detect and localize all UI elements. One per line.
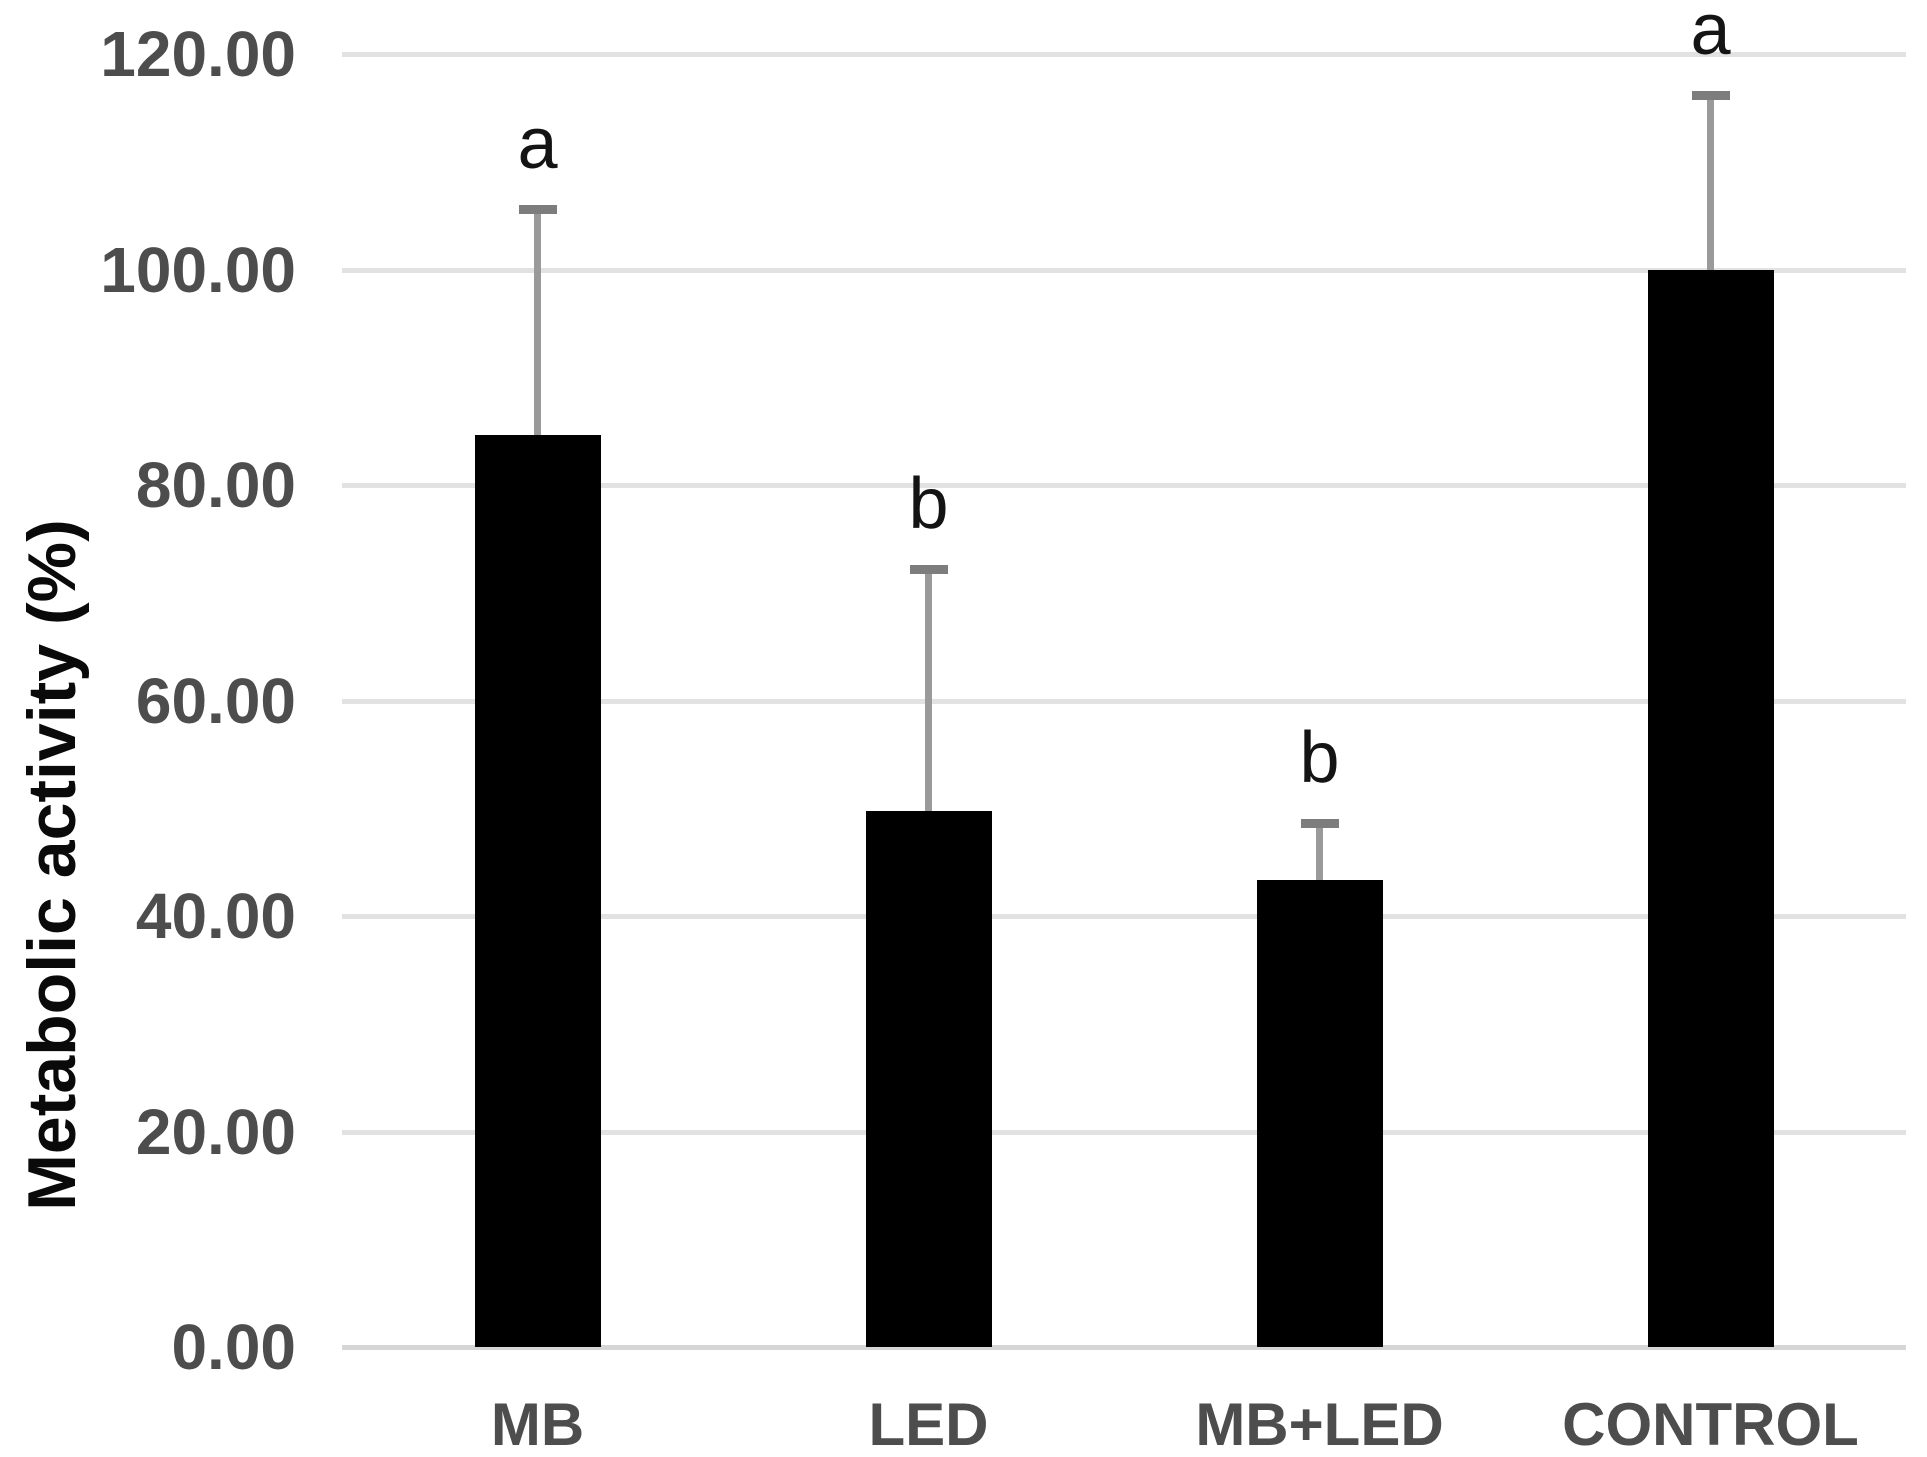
y-tick-label: 40.00 <box>135 880 296 952</box>
y-tick-label: 0.00 <box>171 1311 296 1383</box>
y-tick-label: 120.00 <box>100 18 296 90</box>
gridline <box>342 267 1906 273</box>
bar <box>1256 880 1383 1347</box>
y-tick-label: 20.00 <box>135 1095 296 1168</box>
error-bar-stem <box>1316 819 1323 881</box>
error-bar-stem <box>925 564 932 812</box>
x-category-label: CONTROL <box>1562 1391 1859 1457</box>
significance-letter: a <box>1690 0 1731 70</box>
x-category-label: LED <box>868 1391 989 1457</box>
plot-area: a b b a <box>342 0 1906 1350</box>
significance-letter: b <box>1299 718 1340 799</box>
error-bar-stem <box>1707 90 1714 270</box>
significance-letter: a <box>517 103 558 184</box>
y-tick-label: 80.00 <box>135 449 296 521</box>
gridline <box>342 1345 1906 1350</box>
bar <box>865 811 992 1347</box>
x-category-label: MB+LED <box>1195 1391 1444 1457</box>
y-tick-label: 60.00 <box>135 664 296 737</box>
error-bar-cap <box>1300 819 1339 829</box>
y-tick-label: 100.00 <box>100 233 296 306</box>
error-bar-cap <box>909 564 948 574</box>
x-category-label: MB <box>490 1391 585 1457</box>
bar <box>474 435 601 1347</box>
error-bar-cap <box>518 204 557 214</box>
bar <box>1647 269 1774 1347</box>
significance-letter: b <box>908 463 949 544</box>
error-bar-cap <box>1691 90 1730 100</box>
gridline <box>342 483 1906 488</box>
gridline <box>342 52 1906 57</box>
gridline <box>342 698 1906 704</box>
error-bar-stem <box>534 204 541 436</box>
gridline <box>342 914 1906 919</box>
gridline <box>342 1129 1906 1135</box>
